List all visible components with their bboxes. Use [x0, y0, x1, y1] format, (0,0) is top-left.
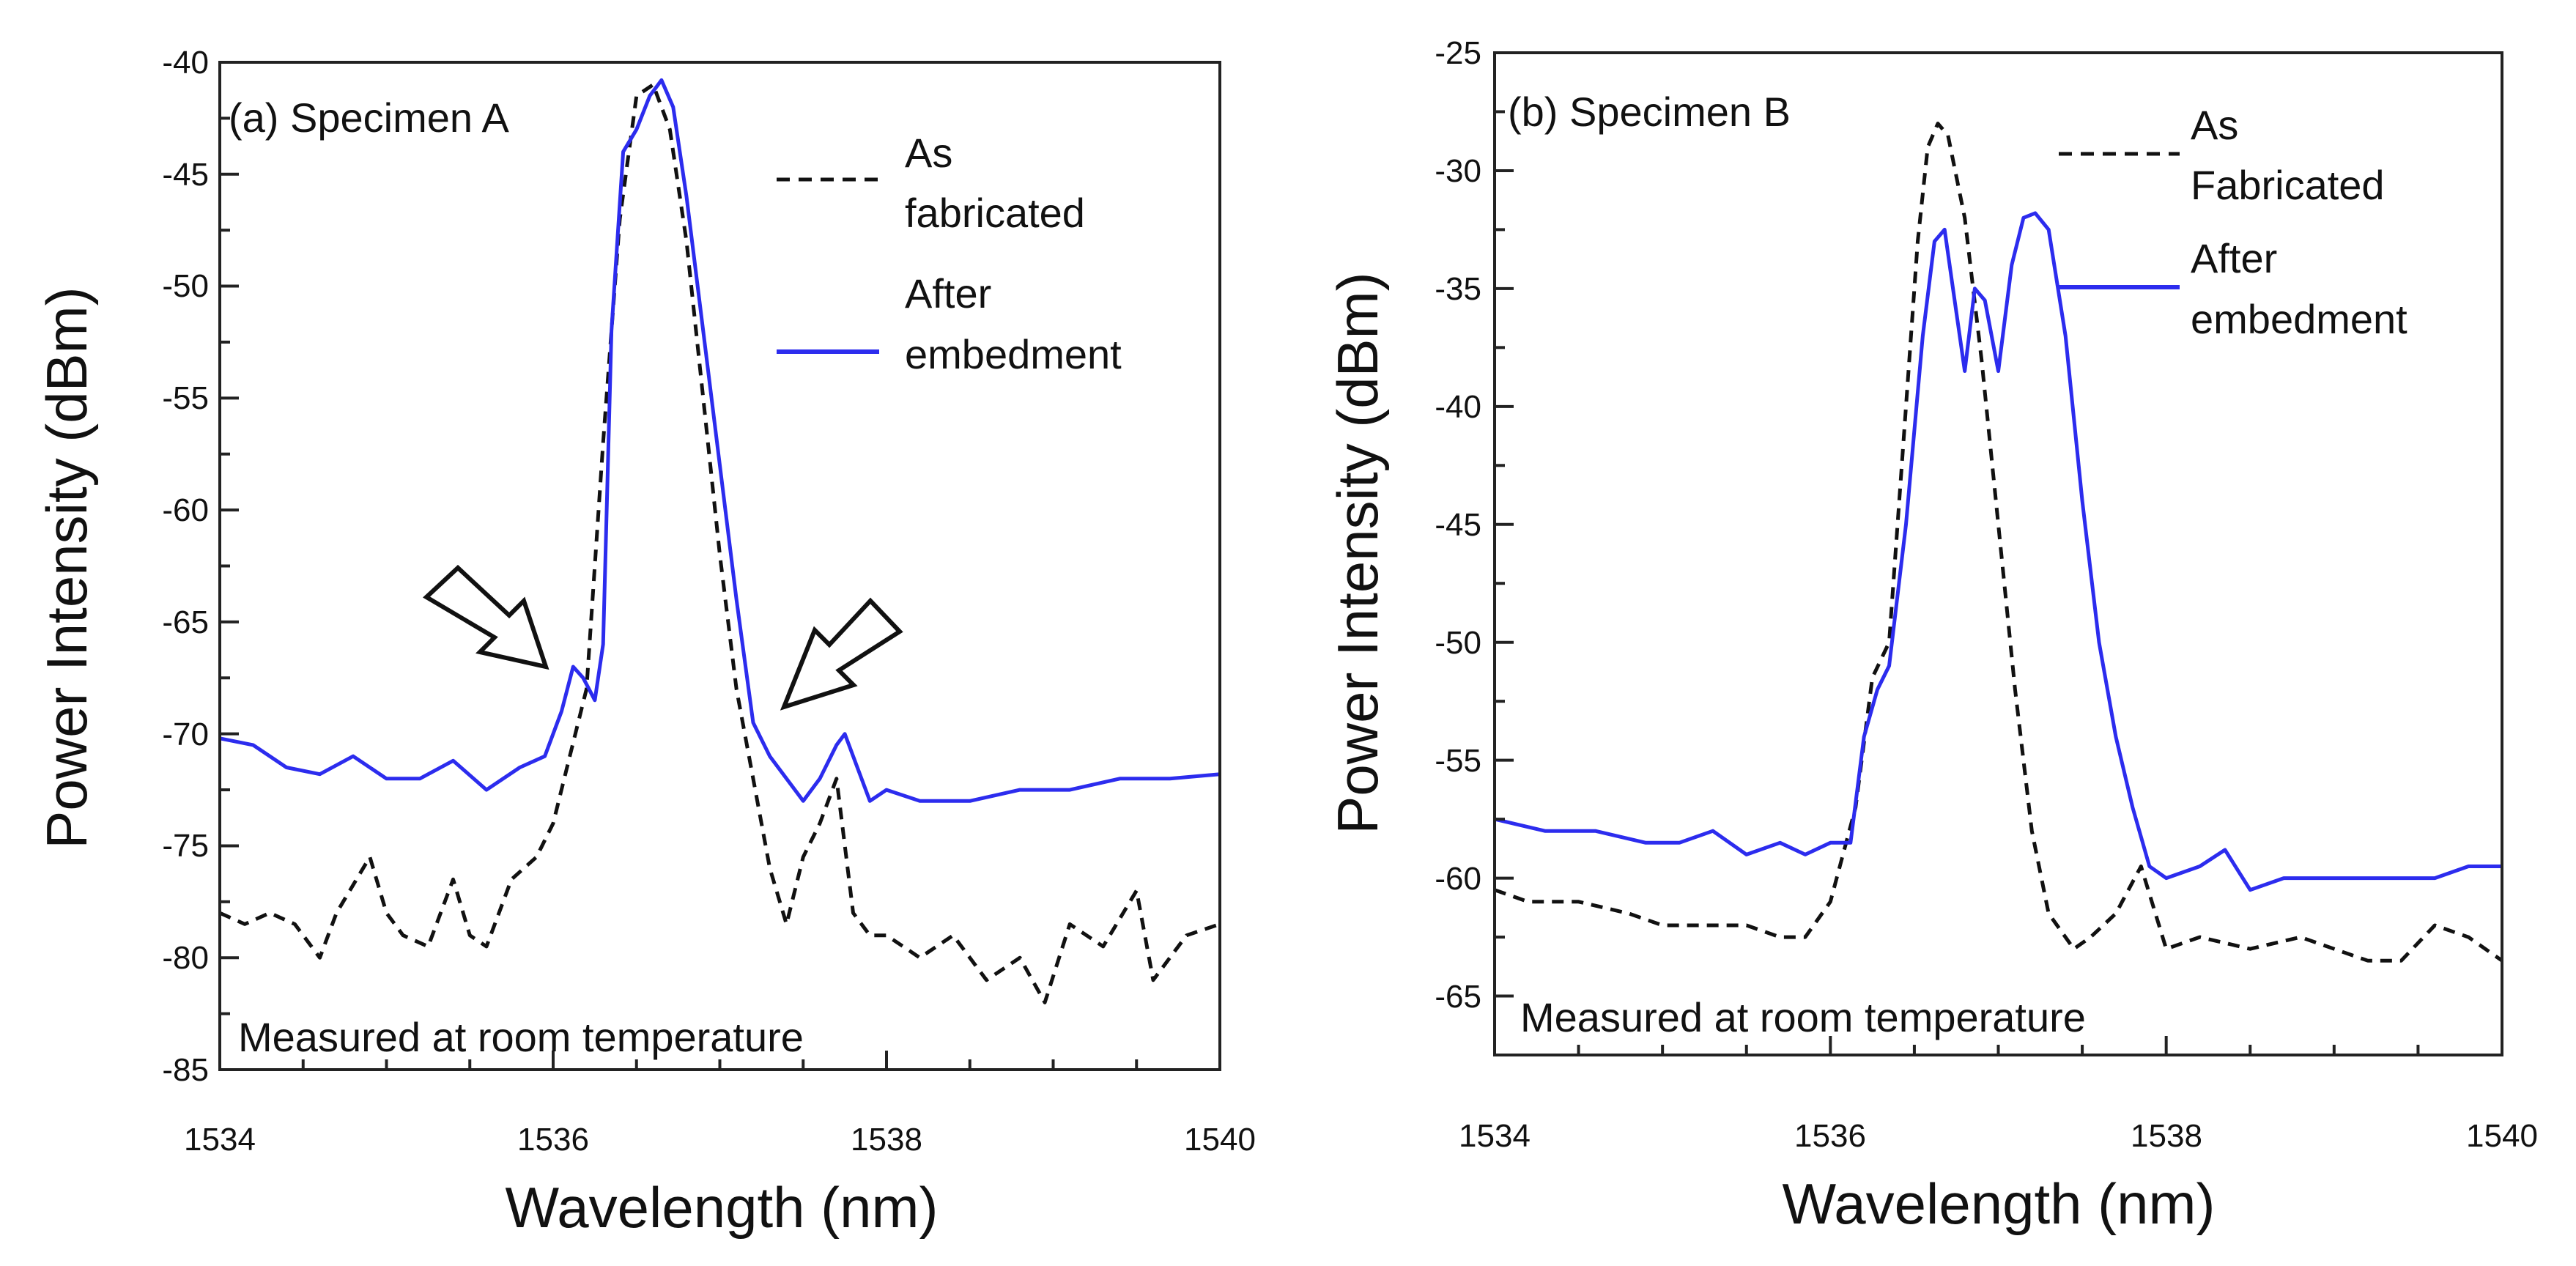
- panel-a-x-tick-labels: 1534 1536 1538 1540: [184, 1122, 1256, 1158]
- y-tick-label: -60: [1435, 861, 1481, 897]
- y-tick-label: -65: [162, 604, 209, 640]
- y-tick-label: -55: [1435, 743, 1481, 779]
- panel-b-legend: As Fabricated After embedment: [2059, 102, 2407, 342]
- series-line-after-embedment: [219, 78, 1221, 803]
- legend-label-after-embedment: After: [2191, 235, 2277, 281]
- y-tick-label: -50: [1435, 625, 1481, 661]
- y-tick-label: -80: [162, 940, 209, 976]
- legend-label-as-fabricated: As: [2191, 102, 2238, 148]
- panel-b-x-axis-title: Wavelength (nm): [1783, 1171, 2216, 1236]
- panel-b-annotation: Measured at room temperature: [1520, 994, 2086, 1040]
- panel-a-series: [218, 78, 1221, 1004]
- y-tick-label: -60: [162, 492, 209, 528]
- legend-label-as-fabricated: fabricated: [905, 190, 1085, 236]
- panel-b-y-axis-title: Power Intensity (dBm): [1325, 272, 1390, 834]
- y-tick-label: -40: [162, 45, 209, 81]
- panel-a-y-axis-title: Power Intensity (dBm): [34, 286, 99, 848]
- y-tick-label: -35: [1435, 271, 1481, 307]
- panel-a-ticks: [218, 61, 1221, 1071]
- y-tick-label: -70: [162, 717, 209, 752]
- series-line-as-fabricated: [218, 83, 1221, 1004]
- y-tick-label: -85: [162, 1052, 209, 1088]
- panel-a-arrows: [423, 564, 903, 711]
- panel-a-annotation: Measured at room temperature: [238, 1014, 804, 1060]
- x-tick-label: 1534: [184, 1122, 256, 1158]
- panel-a-label: (a) Specimen A: [229, 95, 509, 141]
- legend-label-after-embedment: embedment: [2191, 296, 2407, 342]
- panel-b-series: [1494, 122, 2503, 963]
- x-tick-label: 1538: [2131, 1118, 2202, 1154]
- legend-label-as-fabricated: Fabricated: [2191, 162, 2385, 208]
- panel-a-y-tick-labels: -40 -45 -50 -55 -60 -65 -70 -75 -80 -85: [162, 45, 209, 1088]
- x-tick-label: 1540: [2466, 1118, 2538, 1154]
- panel-a-chart: -40 -45 -50 -55 -60 -65 -70 -75 -80 -85 …: [34, 45, 1256, 1240]
- legend-label-after-embedment: embedment: [905, 331, 1122, 377]
- panel-a-x-axis-title: Wavelength (nm): [506, 1175, 939, 1240]
- y-tick-label: -50: [162, 268, 209, 304]
- panel-b-chart: -25 -30 -35 -40 -45 -50 -55 -60 -65 1534…: [1325, 35, 2538, 1236]
- x-tick-label: 1538: [851, 1122, 922, 1158]
- y-tick-label: -45: [1435, 507, 1481, 543]
- x-tick-label: 1536: [1794, 1118, 1866, 1154]
- panel-b-y-tick-labels: -25 -30 -35 -40 -45 -50 -55 -60 -65: [1435, 35, 1481, 1015]
- panel-b-ticks: [1493, 51, 2503, 1056]
- series-line-after-embedment: [1494, 211, 2502, 892]
- x-tick-label: 1536: [517, 1122, 589, 1158]
- y-tick-label: -30: [1435, 153, 1481, 189]
- panel-b-x-tick-labels: 1534 1536 1538 1540: [1459, 1118, 2538, 1154]
- y-tick-label: -45: [162, 157, 209, 193]
- x-tick-label: 1534: [1459, 1118, 1531, 1154]
- panel-b-label: (b) Specimen B: [1508, 89, 1791, 135]
- y-tick-label: -75: [162, 828, 209, 864]
- y-tick-label: -55: [162, 380, 209, 416]
- x-tick-label: 1540: [1184, 1122, 1256, 1158]
- y-tick-label: -65: [1435, 979, 1481, 1015]
- panel-a-legend: As fabricated After embedment: [777, 130, 1122, 377]
- legend-label-after-embedment: After: [905, 270, 991, 316]
- arrow-left-icon: [423, 564, 549, 670]
- legend-label-as-fabricated: As: [905, 130, 952, 176]
- arrow-right-icon: [780, 597, 903, 711]
- series-line-as-fabricated: [1494, 122, 2503, 963]
- y-tick-label: -25: [1435, 35, 1481, 71]
- y-tick-label: -40: [1435, 389, 1481, 425]
